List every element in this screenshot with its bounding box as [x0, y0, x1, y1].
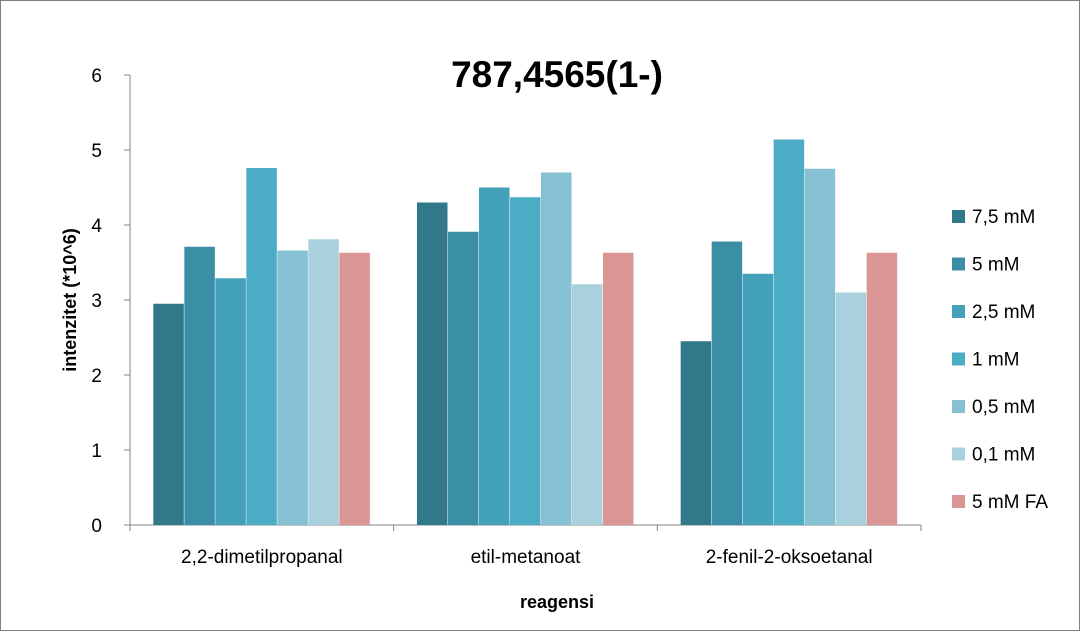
legend-label: 5 mM — [972, 255, 1020, 276]
bar — [572, 284, 603, 525]
y-tick-label: 3 — [91, 291, 102, 312]
y-tick-label: 5 — [91, 141, 102, 162]
x-axis-ticks: 2,2-dimetilpropanal etil-metanoat 2-fenil-… — [129, 525, 922, 568]
legend-label: 0,1 mM — [972, 445, 1035, 466]
x-tick-label: 2,2-dimetilpropanal — [181, 547, 343, 568]
legend-label: 7,5 mM — [972, 207, 1035, 228]
x-axis-title: reagensi — [520, 592, 594, 612]
bar — [308, 239, 339, 525]
legend-swatch — [952, 400, 965, 413]
bar — [215, 278, 246, 525]
bar — [603, 252, 634, 525]
bar — [510, 197, 541, 525]
bar — [479, 187, 510, 525]
legend-label: 5 mM FA — [972, 492, 1048, 513]
bar — [866, 252, 898, 525]
bars — [153, 139, 898, 525]
y-tick-label: 6 — [91, 66, 102, 87]
bar — [448, 231, 479, 525]
legend-swatch — [952, 495, 965, 508]
x-tick-label: etil-metanoat — [471, 547, 582, 568]
bar — [773, 139, 805, 525]
bar — [711, 241, 743, 525]
bar — [417, 202, 448, 525]
bar — [541, 172, 572, 525]
legend-swatch — [952, 257, 965, 271]
y-tick-label: 1 — [91, 441, 102, 462]
y-tick-label: 2 — [91, 366, 102, 387]
bar — [339, 252, 370, 525]
legend-label: 1 mM — [972, 350, 1020, 371]
legend-swatch — [952, 447, 965, 461]
legend-swatch — [952, 352, 965, 366]
bar — [680, 341, 712, 525]
legend-label: 0,5 mM — [972, 397, 1035, 418]
x-tick-label: 2-fenil-2-oksoetanal — [706, 547, 873, 568]
chart-title: 787,4565(1-) — [451, 54, 663, 95]
bar — [153, 303, 184, 525]
y-tick-label: 0 — [91, 516, 102, 537]
bar — [184, 246, 215, 525]
y-tick-label: 4 — [91, 216, 102, 237]
bar — [742, 273, 774, 525]
bar — [835, 292, 867, 525]
legend: 7,5 mM 5 mM 2,5 mM 1 mM 0,5 mM 0,1 mM 5 mM FA — [952, 207, 1048, 513]
bar — [246, 168, 277, 525]
y-axis-title: intenzitet (*10^6) — [60, 228, 80, 372]
bar — [277, 250, 308, 525]
legend-swatch — [952, 305, 965, 318]
legend-label: 2,5 mM — [972, 302, 1035, 323]
bar — [804, 168, 836, 525]
legend-swatch — [952, 210, 965, 223]
y-axis-ticks: 0 1 2 3 4 5 6 — [91, 66, 130, 537]
